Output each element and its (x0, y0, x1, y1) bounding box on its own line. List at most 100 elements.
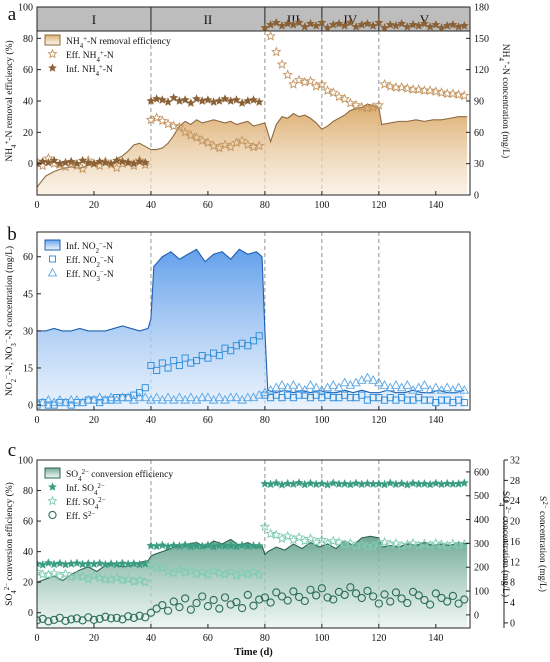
x-tick-label: 20 (89, 200, 99, 211)
x-tick-label: 60 (203, 633, 213, 644)
data-point (368, 375, 378, 384)
data-point (316, 78, 328, 89)
data-point (77, 571, 88, 582)
data-point (215, 352, 223, 360)
data-point (71, 160, 83, 171)
y-tick-label-right2: 32 (510, 456, 520, 467)
data-point (328, 535, 339, 546)
data-point (443, 597, 452, 606)
data-point (323, 593, 332, 602)
data-point (67, 615, 76, 624)
data-point (419, 538, 430, 549)
y-tick-label-left: 60 (23, 65, 33, 76)
data-point (130, 391, 138, 399)
data-point (197, 135, 208, 146)
data-point (214, 567, 225, 578)
x-tick-label: 20 (89, 415, 99, 426)
data-point (414, 591, 423, 600)
data-point (362, 478, 373, 488)
y-tick-label-left: 100 (18, 456, 33, 467)
data-point (413, 84, 424, 94)
data-point (67, 401, 75, 409)
data-point (317, 478, 327, 488)
data-point (106, 392, 116, 402)
data-point (37, 566, 43, 577)
data-point (305, 478, 316, 488)
data-point (106, 559, 116, 568)
data-point (380, 590, 389, 599)
phase-band (36, 6, 471, 32)
x-tick-label: 60 (203, 200, 213, 211)
data-point (289, 394, 297, 402)
data-point (453, 382, 464, 392)
data-point (146, 540, 156, 550)
data-point (260, 593, 270, 602)
data-point (169, 93, 179, 102)
data-point (334, 382, 344, 392)
data-point (408, 19, 418, 29)
data-point (221, 344, 229, 352)
data-point (237, 98, 247, 107)
data-point (459, 384, 470, 394)
data-point (379, 78, 390, 89)
data-point (95, 614, 104, 623)
legend-label: Eff. SO42− (66, 497, 106, 511)
data-point (374, 599, 383, 608)
data-point (232, 342, 240, 350)
x-tick-label: 0 (35, 633, 40, 644)
plot-frame (36, 231, 471, 411)
data-point (459, 478, 469, 488)
data-point (345, 537, 356, 548)
panel-b: 0 20 40 60 80 100 120 140 0 15 30 45 60 NO2−-N, NO3−-… (4, 224, 471, 426)
data-point (169, 597, 178, 606)
data-point (283, 18, 293, 28)
y-tick-label-left: 100 (18, 3, 33, 14)
legend-label: SO42− conversion efficiency (66, 469, 173, 483)
data-point (454, 479, 464, 488)
data-point (351, 377, 361, 387)
data-point (339, 377, 350, 387)
data-point (186, 605, 195, 614)
data-point (431, 19, 441, 29)
data-point (459, 20, 469, 30)
data-point (175, 361, 183, 370)
data-point (339, 93, 350, 104)
panel-c: 0 20 40 60 80 100 120 1400204060801000100200300… (4, 440, 549, 658)
data-point (232, 597, 241, 607)
phase-label-V: V (420, 12, 430, 27)
y-tick-label-right: 200 (474, 563, 489, 574)
data-point (151, 392, 162, 402)
data-point (356, 375, 367, 384)
y-tick-label-right: 90 (474, 97, 484, 108)
data-point (284, 391, 292, 399)
x-tick-label: 120 (371, 415, 386, 426)
data-point (134, 156, 145, 166)
data-point (49, 559, 59, 569)
legend-swatch (44, 239, 61, 251)
y-tick-label-right: 500 (474, 491, 489, 502)
data-point (415, 394, 423, 402)
data-point (271, 478, 281, 488)
data-point (447, 88, 459, 99)
y-tick-label-left: 30 (23, 326, 33, 337)
data-point (123, 157, 133, 167)
data-point (152, 94, 162, 103)
data-point (460, 595, 469, 604)
data-point (204, 354, 212, 362)
data-point (420, 396, 428, 404)
data-point (431, 589, 440, 598)
data-point (357, 593, 366, 603)
data-point (356, 101, 367, 112)
data-point (191, 132, 202, 142)
plot-area (37, 17, 470, 195)
data-point (391, 20, 401, 30)
y-axis-label-right: SO42− concentration (mg/L) (498, 491, 512, 597)
data-point (385, 478, 395, 488)
data-point (117, 156, 128, 166)
data-point (453, 89, 464, 100)
y-tick-label-right: 0 (474, 191, 479, 202)
x-tick-label: 80 (260, 633, 270, 644)
data-point (164, 364, 172, 372)
